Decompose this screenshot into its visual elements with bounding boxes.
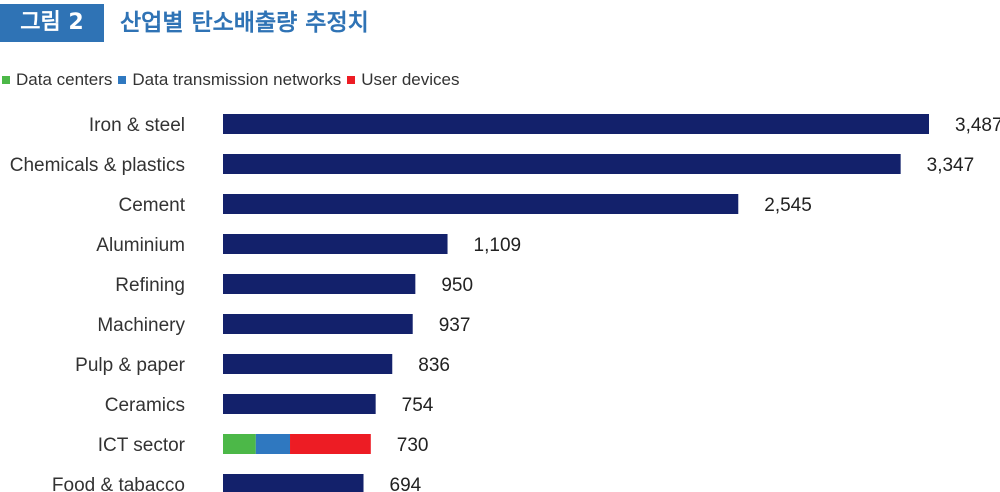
category-label-cement: Cement — [118, 195, 185, 216]
value-label-cement: 2,545 — [764, 195, 812, 216]
bar-pulp-and-paper — [223, 354, 393, 374]
bar-machinery — [223, 314, 413, 334]
chart-legend: Data centers Data transmission networks … — [2, 68, 465, 92]
legend-label: Data transmission networks — [132, 70, 342, 89]
bar-chemicals-and-plastics — [223, 154, 901, 174]
value-label-pulp-and-paper: 836 — [418, 355, 450, 376]
value-label-iron-and-steel: 3,487 — [955, 115, 1000, 136]
category-label-ceramics: Ceramics — [105, 395, 185, 416]
category-label-chemicals-and-plastics: Chemicals & plastics — [10, 155, 185, 176]
bar-segment-data-centers — [223, 434, 256, 454]
value-label-ict-sector: 730 — [397, 435, 429, 456]
bar-food-and-tabacco — [223, 474, 364, 492]
bar-segment-data-transmission-networks — [255, 434, 291, 454]
legend-label: Data centers — [16, 70, 113, 89]
legend-item-user-devices: User devices — [347, 70, 459, 90]
figure-number-badge: 그림 2 — [0, 4, 104, 42]
value-label-machinery: 937 — [439, 315, 471, 336]
chart-title: 산업별 탄소배출량 추정치 — [120, 10, 369, 36]
value-label-chemicals-and-plastics: 3,347 — [927, 155, 975, 176]
value-label-food-and-tabacco: 694 — [390, 475, 422, 492]
category-label-aluminium: Aluminium — [96, 235, 185, 256]
bar-refining — [223, 274, 416, 294]
value-label-refining: 950 — [441, 275, 473, 296]
legend-item-data-centers: Data centers — [2, 70, 112, 90]
legend-swatch-data-transmission-networks — [118, 76, 127, 84]
legend-swatch-user-devices — [347, 76, 356, 84]
category-label-pulp-and-paper: Pulp & paper — [75, 355, 186, 376]
legend-item-data-transmission-networks: Data transmission networks — [118, 70, 341, 90]
legend-label: User devices — [361, 70, 460, 89]
bar-ceramics — [223, 394, 376, 414]
category-label-ict-sector: ICT sector — [98, 435, 186, 456]
bar-aluminium — [223, 234, 448, 254]
category-label-refining: Refining — [115, 275, 185, 296]
category-label-food-and-tabacco: Food & tabacco — [52, 475, 185, 492]
value-label-aluminium: 1,109 — [474, 235, 522, 256]
bar-iron-and-steel — [223, 114, 929, 134]
category-label-machinery: Machinery — [97, 315, 185, 336]
bar-segment-user-devices — [290, 434, 371, 454]
bar-cement — [223, 194, 739, 214]
category-label-iron-and-steel: Iron & steel — [89, 115, 185, 136]
value-label-ceramics: 754 — [402, 395, 434, 416]
legend-swatch-data-centers — [2, 76, 10, 84]
